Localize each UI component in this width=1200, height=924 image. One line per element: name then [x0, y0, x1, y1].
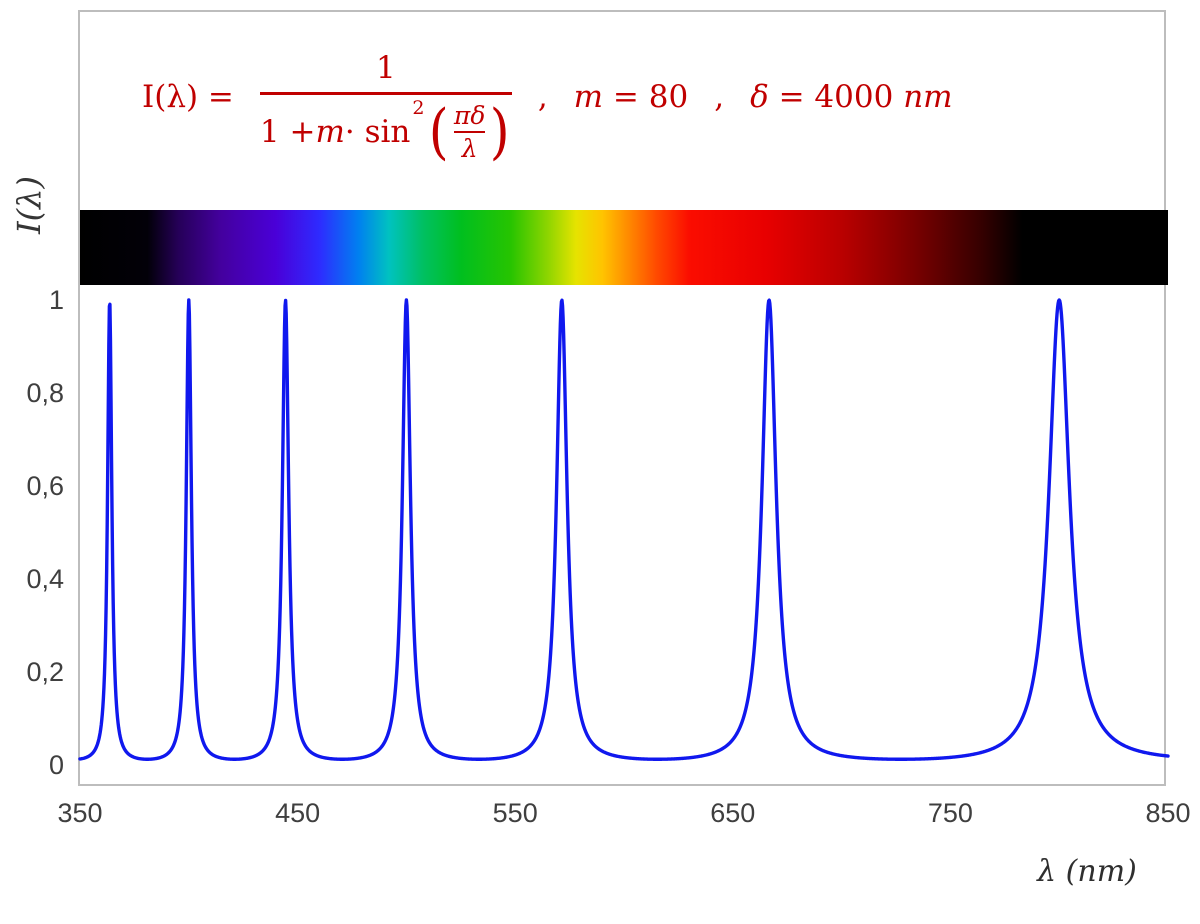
y-axis-title: I(λ)	[10, 176, 48, 234]
open-paren: (	[429, 96, 450, 167]
inner-denominator: λ	[461, 134, 478, 164]
y-tick-label: 1	[48, 285, 64, 315]
denominator-m: m	[315, 114, 345, 151]
denominator-one-plus: 1 +	[259, 114, 316, 151]
m-equation: m = 80	[573, 79, 689, 115]
close-paren: )	[490, 96, 511, 167]
inner-fraction-bar	[453, 131, 486, 134]
formula: I(λ) = 1 1 + m · sin 2 ( πδ λ ) , m = 80…	[142, 34, 953, 180]
x-tick-label: 650	[710, 798, 756, 828]
denominator-sin: · sin	[344, 114, 411, 151]
inner-fraction: πδ λ	[453, 100, 486, 164]
y-tick-label: 0,4	[26, 564, 64, 594]
x-tick-label: 350	[57, 798, 103, 828]
fraction-numerator: 1	[376, 50, 396, 87]
x-tick-label: 550	[492, 798, 538, 828]
inner-numerator: πδ	[453, 100, 486, 130]
delta-equation: δ = 4000 nm	[750, 79, 953, 115]
fraction-denominator: 1 + m · sin 2 ( πδ λ )	[259, 96, 512, 167]
y-tick-label: 0,2	[26, 657, 64, 687]
y-tick-label: 0	[48, 750, 64, 780]
y-tick-label: 0,6	[26, 471, 64, 501]
separator-comma-2: ,	[714, 79, 725, 115]
y-tick-label: 0,8	[26, 378, 64, 408]
fraction-bar	[259, 91, 512, 95]
formula-fraction: 1 1 + m · sin 2 ( πδ λ )	[259, 50, 512, 167]
formula-lhs: I(λ) =	[142, 79, 234, 115]
x-axis-title: λ (nm)	[1037, 854, 1137, 889]
separator-comma: ,	[537, 79, 548, 115]
x-tick-label: 850	[1145, 798, 1191, 828]
visible-spectrum-strip	[80, 210, 1168, 285]
denominator-exponent: 2	[412, 96, 425, 119]
x-tick-label: 450	[275, 798, 321, 828]
x-tick-label: 750	[927, 798, 973, 828]
